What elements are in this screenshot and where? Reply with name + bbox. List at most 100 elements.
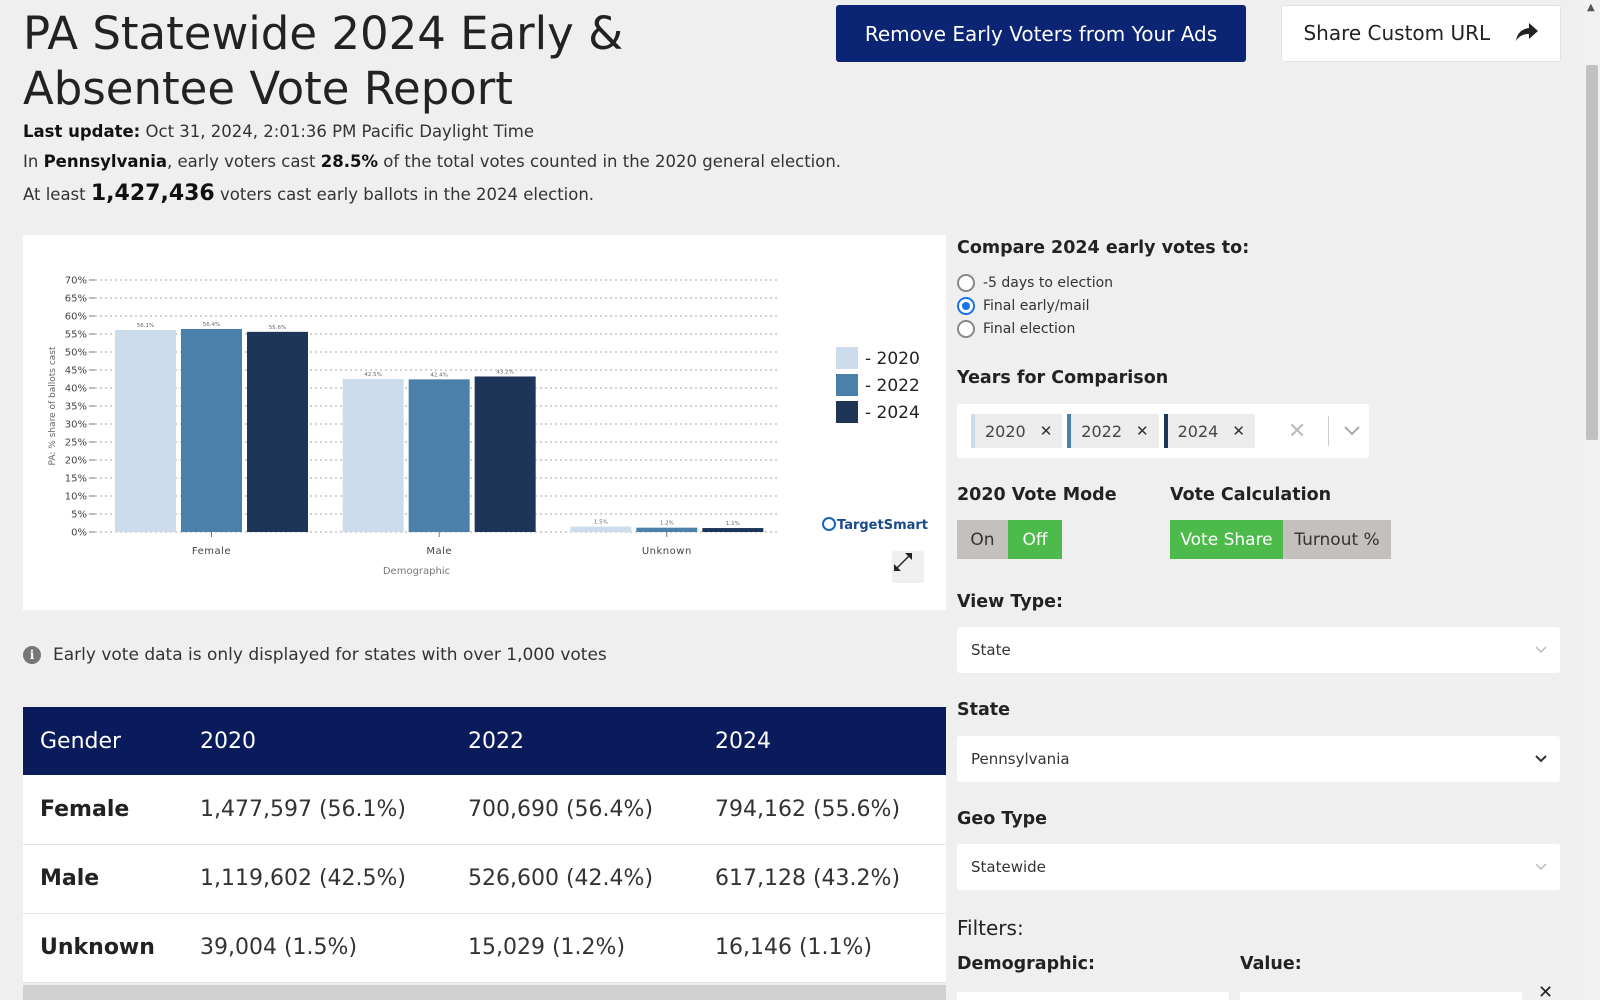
y-tick-label: 0% (71, 528, 87, 539)
vote-calc-toggle[interactable]: Vote Share Turnout % (1170, 520, 1391, 559)
bar-data-label: 1.2% (660, 521, 674, 527)
vote-mode-on-option[interactable]: On (957, 520, 1008, 559)
targetsmart-logo: TargetSmart (837, 518, 928, 533)
chevron-down-icon (1534, 641, 1548, 659)
radio-final-early-mail[interactable]: Final early/mail (957, 297, 1090, 315)
last-update-label: Last update: (23, 122, 141, 141)
gender-table: Gender 2020 2022 2024 Female 1,477,597 (… (23, 707, 946, 983)
bar (342, 379, 404, 532)
radio-label: -5 days to election (983, 275, 1114, 291)
vote-share-option[interactable]: Vote Share (1170, 520, 1283, 559)
x-tick-label: Female (192, 546, 231, 557)
table-cell: Male (23, 844, 183, 914)
chip-label: 2024 (1177, 421, 1219, 441)
y-tick-label: 50% (65, 348, 87, 359)
compare-label: Compare 2024 early votes to: (957, 238, 1250, 258)
bar (570, 526, 632, 532)
year-chip-2022: 2022 ✕ (1067, 414, 1159, 448)
bar-data-label: 1.1% (726, 521, 740, 527)
demographic-select[interactable] (957, 992, 1229, 1000)
y-tick-label: 25% (65, 438, 87, 449)
vote-mode-toggle[interactable]: On Off (957, 520, 1062, 559)
y-tick-label: 30% (65, 420, 87, 431)
share-button-label: Share Custom URL (1303, 20, 1491, 45)
info-text: Early vote data is only displayed for st… (53, 645, 607, 665)
summary-prefix: In (23, 152, 39, 171)
select-value: State (971, 641, 1011, 659)
bar (115, 330, 176, 532)
years-multiselect[interactable]: 2020 ✕ 2022 ✕ 2024 ✕ ✕ (957, 404, 1369, 458)
vote-mode-label: 2020 Vote Mode (957, 485, 1117, 505)
chip-label: 2022 (1081, 421, 1123, 441)
table-header-row: Gender 2020 2022 2024 (23, 707, 946, 775)
ballot-count: 1,427,436 (90, 181, 215, 206)
table-cell: 15,029 (1.2%) (451, 913, 698, 983)
early-voters-summary: In Pennsylvania, early voters cast 28.5%… (23, 152, 841, 171)
y-tick-label: 60% (65, 312, 87, 323)
legend-swatch (836, 401, 858, 423)
y-tick-label: 70% (65, 276, 87, 287)
remove-early-voters-button[interactable]: Remove Early Voters from Your Ads (836, 5, 1246, 62)
bar (408, 379, 470, 532)
info-icon: i (23, 646, 41, 664)
state-label: State (957, 700, 1011, 720)
chip-label: 2020 (985, 421, 1026, 441)
expand-chart-button[interactable] (892, 551, 924, 583)
radio-button[interactable] (957, 320, 975, 338)
last-update-value: Oct 31, 2024, 2:01:36 PM Pacific Dayligh… (145, 122, 535, 141)
summary-state: Pennsylvania (43, 152, 168, 171)
bar (702, 528, 764, 532)
bar (474, 376, 536, 532)
summary-mid: , early voters cast (167, 152, 316, 171)
y-tick-label: 45% (65, 366, 87, 377)
count-prefix: At least (23, 185, 86, 204)
remove-chip-icon[interactable]: ✕ (1232, 422, 1245, 440)
remove-filter-icon[interactable]: ✕ (1538, 982, 1554, 1000)
page-scrollbar[interactable]: ▲ (1584, 0, 1600, 1000)
legend-label: - 2022 (865, 376, 920, 396)
bar-chart: 0% 5% 10% 15% 20% 25% 30% 35% 40% 45% 50% 55% 60% 65%… (48, 276, 928, 578)
bar (636, 527, 698, 532)
y-tick-label: 15% (65, 474, 87, 485)
table-cell: Female (23, 775, 183, 845)
summary-suffix: of the total votes counted in the 2020 g… (383, 152, 842, 171)
table-row: Male 1,119,602 (42.5%) 526,600 (42.4%) 6… (23, 844, 946, 914)
radio-minus-5-days[interactable]: -5 days to election (957, 274, 1113, 292)
table-cell: Unknown (23, 913, 183, 983)
clear-all-icon[interactable]: ✕ (1287, 418, 1307, 444)
x-tick-label: Unknown (642, 546, 692, 557)
chevron-down-icon[interactable] (1343, 422, 1361, 441)
value-select[interactable] (1240, 992, 1522, 1000)
divider (1328, 416, 1330, 446)
bar (181, 328, 242, 532)
scrollbar-thumb[interactable] (1586, 65, 1598, 440)
summary-pct: 28.5% (320, 152, 378, 171)
state-select[interactable]: Pennsylvania (957, 736, 1560, 782)
legend-label: - 2024 (865, 403, 920, 423)
expand-icon (894, 553, 912, 571)
turnout-option[interactable]: Turnout % (1283, 520, 1391, 559)
radio-button[interactable] (957, 274, 975, 292)
table-cell: 39,004 (1.5%) (183, 913, 451, 983)
chevron-down-icon (1534, 750, 1548, 768)
table-header-cell: 2020 (183, 707, 451, 775)
table-cell: 526,600 (42.4%) (451, 844, 698, 914)
info-note: i Early vote data is only displayed for … (23, 645, 607, 665)
radio-label: Final election (983, 321, 1076, 337)
remove-chip-icon[interactable]: ✕ (1039, 422, 1053, 440)
geo-type-select[interactable]: Statewide (957, 844, 1560, 890)
table-cell: 794,162 (55.6%) (698, 775, 946, 845)
table-cell: 700,690 (56.4%) (451, 775, 698, 845)
filters-label: Filters: (957, 916, 1024, 940)
bar-data-label: 42.4% (430, 372, 447, 378)
bar-data-label: 56.1% (137, 323, 154, 329)
radio-button-selected[interactable] (957, 297, 975, 315)
view-type-select[interactable]: State (957, 627, 1560, 673)
remove-chip-icon[interactable]: ✕ (1136, 422, 1149, 440)
legend-swatch (836, 347, 858, 369)
vote-mode-off-option[interactable]: Off (1008, 520, 1062, 559)
scroll-up-icon[interactable]: ▲ (1587, 2, 1595, 13)
demographic-label: Demographic: (957, 954, 1095, 974)
share-custom-url-button[interactable]: Share Custom URL (1281, 5, 1561, 62)
radio-final-election[interactable]: Final election (957, 320, 1075, 338)
